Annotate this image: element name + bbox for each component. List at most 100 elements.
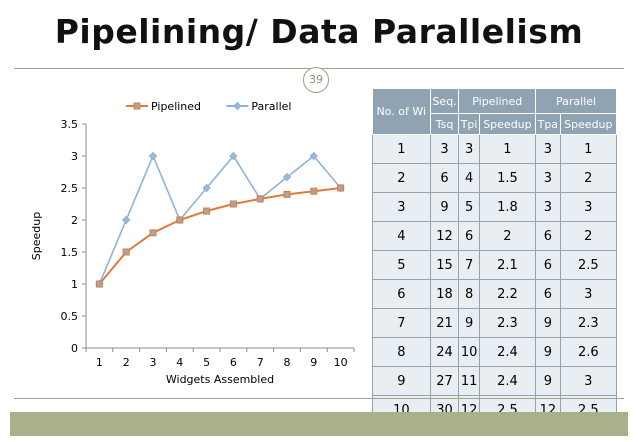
y-tick-label: 0 [71,342,78,355]
slide-title: Pipelining/ Data Parallelism [54,12,584,51]
table-cell: 8 [458,279,480,309]
table-row: 9 27 11 2.4 9 3 [372,366,618,396]
table-cell: 7 [372,308,431,338]
series-line-parallel [98,153,342,285]
header-parallel: Parallel [535,88,617,114]
data-point [121,215,131,225]
table-cell: 6 [458,221,480,251]
legend-marker [133,102,141,110]
table-cell: 3 [535,134,561,164]
data-point [229,200,237,208]
data-point [203,207,211,215]
table-cell: 1.8 [478,192,537,222]
table-cell: 21 [429,308,460,338]
y-tick-label: 3 [71,150,78,163]
page-number: 39 [303,67,329,93]
series-line-pipelined [98,187,341,285]
data-point [282,172,292,182]
data-point [337,184,345,192]
subheader-tpi: Tpi [458,113,480,135]
table-cell: 2.3 [559,308,618,338]
table-cell: 6 [535,221,561,251]
table-cell: 5 [372,250,431,280]
table-cell: 12 [535,395,561,425]
table-row: 8 24 10 2.4 9 2.6 [372,337,618,367]
table-cell: 12 [429,221,460,251]
x-tick-label: 1 [96,356,103,369]
speedup-chart-svg: 0 0.5 1 1.5 2 2.5 3 3.5 1 2 3 4 5 6 7 8 9 10 Widgets Assem… [30,100,355,386]
table-row: 4 12 6 2 6 2 [372,221,618,251]
header-pipelined: Pipelined [458,88,537,114]
table-cell: 2.6 [559,337,618,367]
data-point [122,248,130,256]
y-tick-label: 1 [71,278,78,291]
table-row: 6 18 8 2.2 6 3 [372,279,618,309]
table-body: 1 3 3 1 3 1 2 6 4 1.5 3 2 3 9 5 1.8 3 3 4 12 6 2 6 2 5 15 7 2.1 6 2.5… [372,134,618,425]
subheader-tpa: Tpa [535,113,561,135]
table-cell: 2.4 [478,337,537,367]
table-cell: 8 [372,337,431,367]
x-tick-label: 2 [123,356,130,369]
table-cell: 9 [458,308,480,338]
table-row: 2 6 4 1.5 3 2 [372,163,618,193]
subheader-tsq: Tsq [429,113,460,135]
x-tick-label: 8 [284,356,291,369]
y-axis-title: Speedup [30,212,43,260]
table-cell: 2.5 [559,250,618,280]
legend-label: Pipelined [151,100,201,113]
table-cell: 2.1 [478,250,537,280]
y-tick-label: 0.5 [61,310,79,323]
table-cell: 3 [429,134,460,164]
x-tick-label: 4 [176,356,183,369]
data-point [256,195,264,203]
header-no-of-wi: No. of Wi [372,88,431,135]
bottom-divider [14,398,624,399]
table-cell: 2.2 [478,279,537,309]
table-cell: 1 [559,134,618,164]
header-seq: Seq. [429,88,460,114]
table-cell: 7 [458,250,480,280]
table-cell: 3 [559,192,618,222]
table-cell: 4 [372,221,431,251]
table-cell: 15 [429,250,460,280]
table-cell: 1.5 [478,163,537,193]
table-cell: 2 [559,221,618,251]
legend-marker [233,101,242,111]
x-tick-label: 10 [334,356,348,369]
table-cell: 1 [478,134,537,164]
x-tick-label: 6 [230,356,237,369]
table-cell: 2 [478,221,537,251]
footer-bar [10,412,628,436]
table-cell: 6 [535,250,561,280]
table-cell: 2 [372,163,431,193]
table-cell: 6 [535,279,561,309]
y-tick-label: 1.5 [61,246,79,259]
table-cell: 6 [372,279,431,309]
table-cell: 3 [535,163,561,193]
table-cell: 10 [458,337,480,367]
speedup-table: No. of Wi Seq. Pipelined Parallel Tsq Tp… [372,88,618,425]
subheader-pipelined-speedup: Speedup [478,113,537,135]
data-point [283,190,291,198]
y-tick-label: 2.5 [61,182,79,195]
table-row: 5 15 7 2.1 6 2.5 [372,250,618,280]
speedup-chart: 0 0.5 1 1.5 2 2.5 3 3.5 1 2 3 4 5 6 7 8 9 10 Widgets Assem… [28,86,364,393]
x-tick-label: 7 [257,356,264,369]
table-cell: 9 [535,308,561,338]
subheader-parallel-speedup: Speedup [559,113,618,135]
table-cell: 9 [535,366,561,396]
x-axis-title: Widgets Assembled [166,373,274,386]
data-point [309,151,319,161]
table-cell: 11 [458,366,480,396]
table-cell: 9 [429,192,460,222]
data-point [229,151,238,161]
data-point [149,229,157,237]
table-cell: 24 [429,337,460,367]
x-tick-label: 5 [203,356,210,369]
table-row: 7 21 9 2.3 9 2.3 [372,308,618,338]
table-cell: 6 [429,163,460,193]
table-cell: 2 [559,163,618,193]
table-cell: 2.3 [478,308,537,338]
table-cell: 5 [458,192,480,222]
